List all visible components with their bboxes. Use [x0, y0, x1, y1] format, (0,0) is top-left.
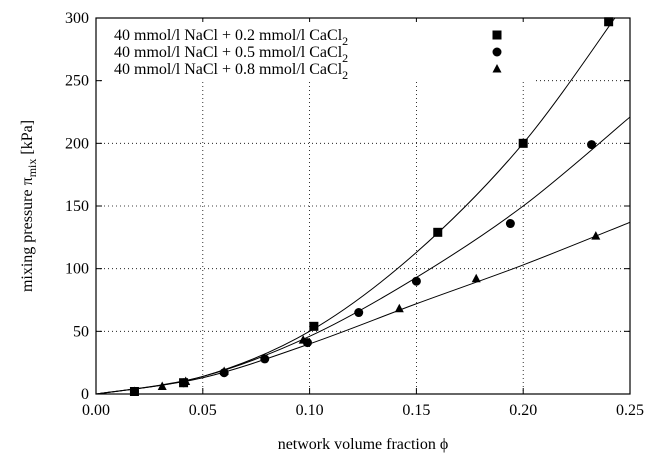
y-axis-label-prefix: mixing pressure π: [19, 177, 36, 292]
legend-entry-subscript: 2: [342, 51, 348, 65]
data-markers: [129, 17, 614, 396]
fit-curve-series-2: [96, 116, 630, 394]
data-point-circle: [505, 219, 515, 229]
legend-marker-triangle: [492, 64, 502, 73]
data-point-triangle: [394, 303, 404, 313]
data-point-square: [309, 321, 319, 331]
data-point-triangle: [181, 376, 191, 385]
y-tick-label: 100: [65, 261, 89, 278]
fit-curves: [96, 18, 630, 394]
x-tick-label: 0.25: [616, 402, 644, 419]
y-tick-label: 0: [81, 386, 89, 403]
legend-entry-name: 40 mmol/l NaCl + 0.5 mmol/l CaCl: [114, 44, 343, 61]
y-axis-label-subscript: mix: [25, 159, 39, 178]
legend-background: [104, 22, 536, 82]
plot-frame: [95, 17, 631, 395]
legend-entry-label: 40 mmol/l NaCl + 0.2 mmol/l CaCl2: [114, 27, 348, 48]
y-tick-label: 50: [73, 323, 89, 340]
fit-curve-series-3: [96, 221, 630, 394]
legend-marker-square: [492, 30, 502, 40]
y-tick-labels: 0 50 100 150 200 250 300: [65, 10, 89, 403]
x-tick-label: 0.20: [509, 402, 537, 419]
data-point-triangle: [298, 335, 308, 344]
data-point-circle: [260, 354, 270, 364]
x-tick-labels: 0.00 0.05 0.10 0.15 0.20 0.25: [82, 402, 644, 419]
data-point-triangle: [219, 366, 229, 375]
data-point-triangle: [471, 273, 481, 283]
y-tick-label: 300: [65, 10, 89, 27]
y-tick-label: 150: [65, 198, 89, 215]
data-point-triangle: [591, 231, 601, 240]
legend-entry-label: 40 mmol/l NaCl + 0.5 mmol/l CaCl2: [114, 44, 348, 65]
data-point-square: [433, 227, 443, 237]
y-axis-label-suffix: [kPa]: [19, 120, 36, 159]
legend-entry-subscript: 2: [342, 34, 348, 48]
data-point-circle: [587, 140, 597, 150]
data-point-square: [518, 138, 528, 148]
x-tick-label: 0.15: [402, 402, 430, 419]
x-tick-label: 0.10: [296, 402, 324, 419]
data-point-square: [604, 17, 614, 27]
legend-entry-label: 40 mmol/l NaCl + 0.8 mmol/l CaCl2: [114, 61, 348, 82]
data-point-circle: [354, 308, 364, 318]
y-axis-label: mixing pressure πmix [kPa]: [19, 120, 39, 292]
x-tick-label: 0.00: [82, 402, 110, 419]
legend-entry-name: 40 mmol/l NaCl + 0.8 mmol/l CaCl: [114, 61, 343, 78]
legend-entry-name: 40 mmol/l NaCl + 0.2 mmol/l CaCl: [114, 27, 343, 44]
y-tick-label: 250: [65, 73, 89, 90]
legend-entry-subscript: 2: [342, 68, 348, 82]
y-tick-label: 200: [65, 135, 89, 152]
x-axis-label: network volume fraction ϕ: [278, 436, 449, 453]
legend-marker-circle: [492, 47, 502, 57]
data-point-circle: [411, 276, 421, 286]
data-point-triangle: [157, 381, 167, 390]
data-point-triangle: [129, 386, 139, 395]
x-tick-label: 0.05: [189, 402, 217, 419]
